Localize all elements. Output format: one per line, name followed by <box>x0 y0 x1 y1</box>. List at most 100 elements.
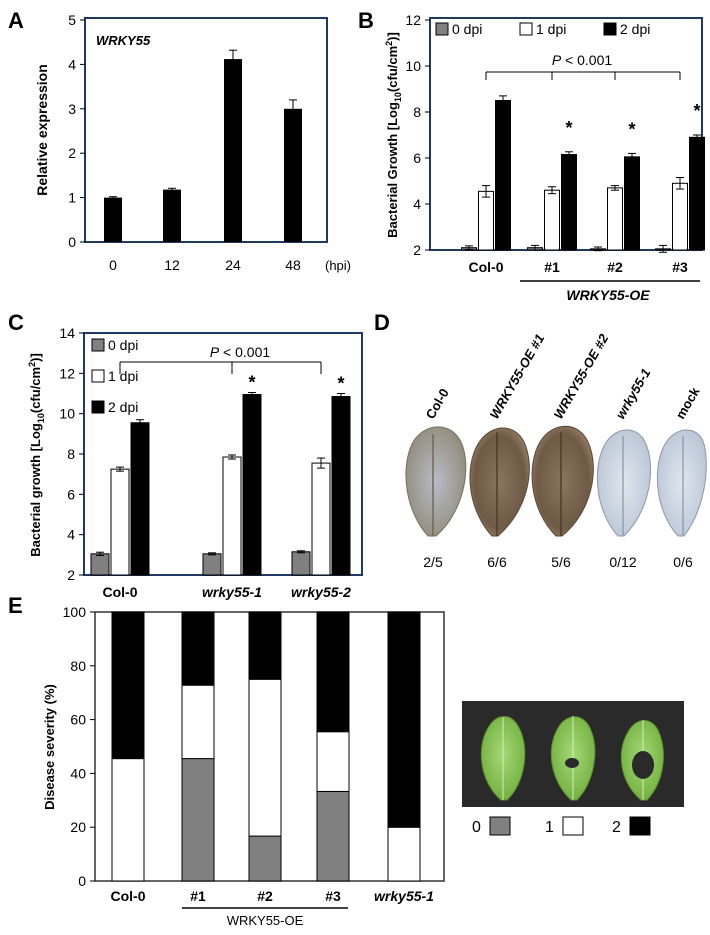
panel-e-segment-1-2 <box>248 678 282 837</box>
panel-c-ylabel-unit: (cfu/cm <box>28 367 43 413</box>
panel-b-bar-1dpi-2 <box>607 187 623 251</box>
panel-b-legend-swatch-2 <box>603 22 617 36</box>
panel-c-p-rest: < 0.001 <box>219 344 270 360</box>
panel-b-sig-3: * <box>693 101 700 121</box>
panel-b-ylabel: Bacterial Growth [Log10(cfu/cm2)] <box>384 32 403 238</box>
panel-e-xtick-label-2: #2 <box>257 888 273 904</box>
panel-c-sig-1: * <box>248 372 255 392</box>
panel-b-group-label: WRKY55-OE <box>566 287 650 303</box>
panel-c-ytick-label-2: 6 <box>67 486 75 502</box>
panel-d-ratio-wrky: 0/12 <box>609 554 636 570</box>
panel-c-p-value: P < 0.001 <box>210 344 271 360</box>
panel-letter-c: C <box>8 310 24 335</box>
panel-c-ytick-label-5: 12 <box>59 365 75 381</box>
panel-c-bar-0dpi-0 <box>90 553 110 576</box>
leaf-mock <box>656 429 707 537</box>
panel-c-legend-swatch-2 <box>91 400 105 414</box>
panel-c-bar-2dpi-1 <box>242 394 262 576</box>
panel-c-bar-1dpi-0 <box>110 468 130 576</box>
panel-b-ytick-label-1: 4 <box>413 196 421 212</box>
panel-c-p-letter: P <box>210 344 220 360</box>
panel-e-segment-0-1 <box>181 758 215 882</box>
panel-b-legend-swatch-1 <box>519 22 533 36</box>
panel-b-legend-label-1: 1 dpi <box>536 21 566 37</box>
panel-e-segment-1-0 <box>111 758 145 882</box>
panel-c-bar-1dpi-2 <box>311 462 331 576</box>
panel-e-segment-2-3 <box>316 611 350 733</box>
photo-leaf-score2 <box>620 720 664 801</box>
leaf-oe2 <box>531 425 594 537</box>
panel-c-legend-swatch-1 <box>91 369 105 383</box>
panel-c-xtick-label-0: Col-0 <box>103 584 138 600</box>
leaf-wrky55-1 <box>596 429 652 537</box>
panel-b-sig-2: * <box>628 119 635 139</box>
panel-b-ytick-label-2: 6 <box>413 150 421 166</box>
panel-b-bar-1dpi-1 <box>544 189 560 251</box>
panel-c-ytick-label-6: 14 <box>59 325 75 341</box>
severity-legend-label-2: 2 <box>612 819 621 836</box>
panel-a-ytick-label-1: 1 <box>68 190 76 206</box>
panel-e-segment-1-1 <box>181 684 215 760</box>
panel-b-xtick-label-0: Col-0 <box>469 259 504 275</box>
panel-e-segment-1-4 <box>387 826 421 882</box>
panel-b-bar-2dpi-0 <box>495 100 511 251</box>
panel-e-chart: Disease severity (%) WRKY55-OE 0 20 40 60 80… <box>42 604 445 928</box>
panel-b-ytick-label-3: 8 <box>413 104 421 120</box>
panel-e-ytick-label-1: 20 <box>70 819 86 835</box>
panel-a-ytick-label-0: 0 <box>68 234 76 250</box>
panel-a-bar-2 <box>224 59 242 243</box>
panel-a-gene-label: WRKY55 <box>96 33 151 48</box>
panel-c-legend-label-1: 1 dpi <box>108 368 138 384</box>
panel-b-bar-1dpi-3 <box>672 182 688 251</box>
panel-e-group-label: WRKY55-OE <box>227 913 304 928</box>
panel-d-ratio-col0: 2/5 <box>423 554 443 570</box>
panel-c-ylabel-sub: 10 <box>36 413 46 423</box>
panel-b-ylabel-sub: 10 <box>393 92 403 102</box>
panel-letter-b: B <box>358 8 374 33</box>
panel-e-ytick-label-2: 40 <box>70 765 86 781</box>
panel-c-xtick-label-1: wrky55-1 <box>202 584 262 600</box>
panel-b-p-rest: < 0.001 <box>561 52 612 68</box>
panel-b-ylabel-sup: 2 <box>384 41 394 46</box>
panel-b-legend-swatch-0 <box>435 22 449 36</box>
panel-c-ytick-label-0: 2 <box>67 567 75 583</box>
panel-e-ytick-label-5: 100 <box>63 604 87 620</box>
photo-leaf-score0 <box>480 716 526 801</box>
panel-b-p-value: P < 0.001 <box>552 52 613 68</box>
panel-c-bar-2dpi-2 <box>331 396 351 576</box>
panel-c-chart: Bacterial growth [Log10(cfu/cm2)] P < 0.… <box>27 325 363 600</box>
leaf-col0 <box>405 426 467 537</box>
panel-c-ylabel-sup: 2 <box>27 362 37 367</box>
panel-letter-a: A <box>8 8 24 33</box>
severity-legend-swatch-1 <box>562 816 584 836</box>
panel-b-bar-2dpi-2 <box>624 156 640 251</box>
panel-c-legend-label-2: 2 dpi <box>108 399 138 415</box>
panel-b-chart: Bacterial Growth [Log10(cfu/cm2)] P < 0.… <box>384 12 705 303</box>
panel-c-ylabel-main: Bacterial growth [Log <box>28 423 43 557</box>
panel-d-label-oe1: WRKY55-OE #1 <box>487 331 548 421</box>
panel-c-bar-1dpi-1 <box>222 456 242 576</box>
panel-b-ytick-label-0: 2 <box>413 242 421 258</box>
panel-d-ratio-oe1: 6/6 <box>487 554 507 570</box>
panel-c-ylabel-end: )] <box>28 353 43 362</box>
panel-d-label-oe2: WRKY55-OE #2 <box>551 331 612 422</box>
severity-legend: 0 1 2 <box>472 816 651 836</box>
severity-legend-swatch-2 <box>629 816 651 836</box>
panel-e-segment-2-2 <box>248 611 282 680</box>
panel-e-xtick-label-0: Col-0 <box>111 888 146 904</box>
severity-legend-label-1: 1 <box>545 819 554 836</box>
panel-letter-e: E <box>8 593 23 618</box>
panel-a-bar-0 <box>104 197 122 242</box>
panel-a-xtick-label-3: 48 <box>285 257 301 273</box>
photo-leaf-score1 <box>550 716 596 801</box>
panel-b-xtick-label-2: #2 <box>607 259 623 275</box>
panel-d-leaf-assay: Col-0 WRKY55-OE #1 WRKY55-OE #2 wrky55-1… <box>405 331 707 570</box>
panel-e-ylabel: Disease severity (%) <box>42 684 57 810</box>
panel-e-photo <box>462 701 684 807</box>
panel-e-xtick-label-4: wrky55-1 <box>374 888 434 904</box>
panel-b-ytick-label-4: 10 <box>405 58 421 74</box>
panel-b-bar-1dpi-0 <box>478 190 494 251</box>
panel-e-segment-0-3 <box>316 790 350 882</box>
panel-c-legend-label-0: 0 dpi <box>108 337 138 353</box>
